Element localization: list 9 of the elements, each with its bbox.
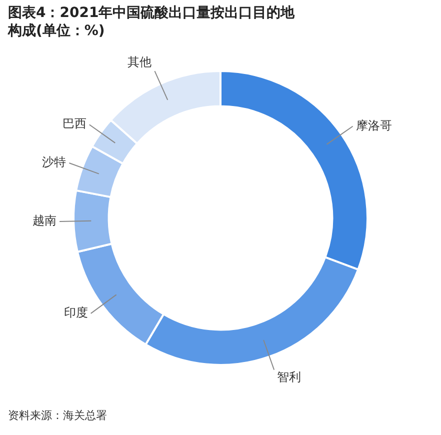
slice-label: 摩洛哥: [356, 118, 392, 132]
slice-label: 巴西: [62, 116, 86, 131]
slice-label: 印度: [64, 306, 88, 320]
chart-title: 图表4：2021年中国硫酸出口量按出口目的地构成(单位：%): [8, 4, 296, 40]
slice-label: 智利: [277, 370, 302, 384]
slice-label: 越南: [32, 214, 57, 228]
text: 资料来源：海关总署: [8, 408, 107, 423]
slice-label: 其他: [128, 55, 152, 70]
slice-label: 沙特: [42, 155, 66, 170]
